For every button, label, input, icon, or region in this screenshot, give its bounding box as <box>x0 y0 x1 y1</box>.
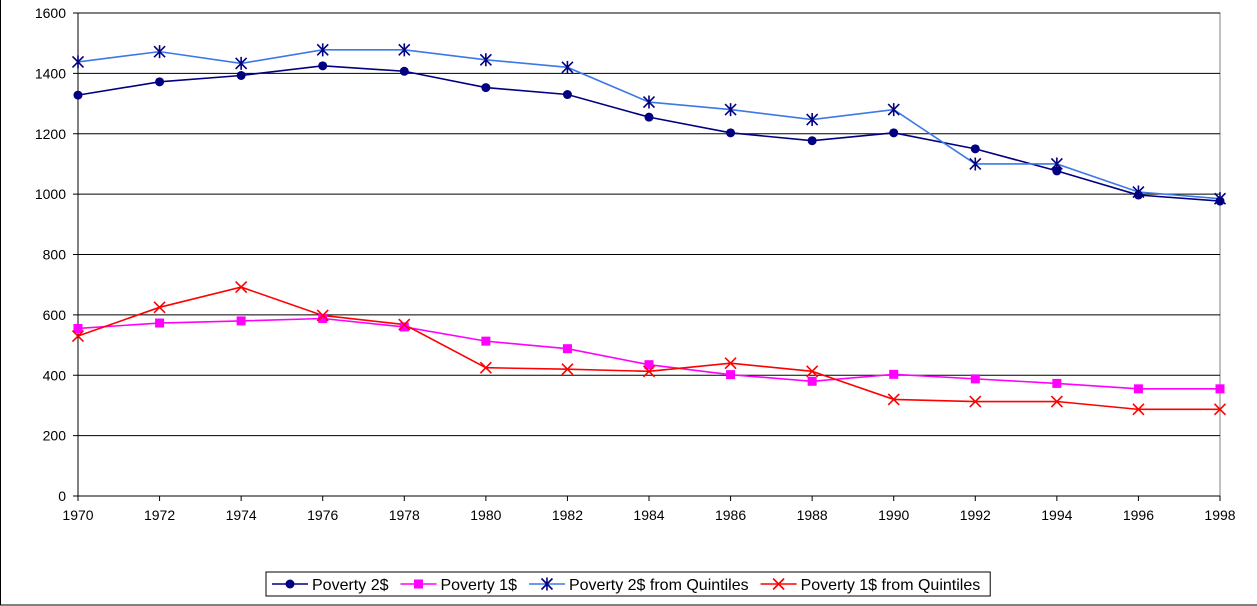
marker <box>642 365 656 378</box>
y-tick-label: 800 <box>43 247 67 263</box>
x-tick-label: 1984 <box>633 507 664 523</box>
x-tick-label: 1996 <box>1123 507 1154 523</box>
marker <box>413 579 423 589</box>
marker <box>642 95 656 109</box>
marker <box>71 55 85 69</box>
marker <box>235 56 248 70</box>
legend-label: Poverty 2$ <box>312 577 389 594</box>
marker <box>806 365 819 378</box>
marker <box>561 60 574 74</box>
marker <box>806 113 819 127</box>
x-tick-label: 1982 <box>552 507 583 523</box>
marker <box>889 128 899 138</box>
y-tick-label: 1600 <box>35 5 66 21</box>
x-tick-label: 1998 <box>1204 507 1235 523</box>
y-tick-label: 1400 <box>35 65 66 81</box>
x-tick-label: 1980 <box>470 507 501 523</box>
marker <box>1213 192 1227 206</box>
marker <box>155 77 165 87</box>
x-tick-label: 1986 <box>715 507 746 523</box>
marker <box>726 128 736 138</box>
marker <box>399 322 409 332</box>
x-tick-label: 1978 <box>389 507 420 523</box>
legend-box <box>265 571 991 597</box>
legend-item: Poverty 2$ from Quintiles <box>528 577 749 594</box>
marker <box>1052 378 1062 388</box>
marker <box>724 357 737 370</box>
legend: Poverty 2$ Poverty 1$ Poverty 2$ from Quin… <box>265 571 991 597</box>
marker <box>153 45 166 59</box>
marker <box>1050 395 1063 408</box>
marker <box>316 43 329 57</box>
marker <box>153 301 166 314</box>
marker <box>479 361 492 374</box>
marker <box>1050 157 1063 171</box>
marker <box>561 363 574 376</box>
marker <box>562 90 572 100</box>
marker <box>481 83 491 93</box>
legend-item: Poverty 2$ <box>272 577 389 594</box>
x-tick-label: 1974 <box>226 507 257 523</box>
marker <box>236 316 246 326</box>
marker <box>73 323 83 333</box>
marker <box>479 53 492 67</box>
marker <box>1133 384 1143 394</box>
marker <box>71 329 85 343</box>
marker <box>887 103 900 117</box>
marker <box>887 393 900 406</box>
marker <box>970 374 980 384</box>
y-tick-label: 1000 <box>35 186 66 202</box>
legend-item: Poverty 1$ <box>400 577 517 594</box>
marker <box>1132 185 1145 199</box>
marker <box>1132 403 1145 416</box>
marker <box>285 579 295 589</box>
marker <box>398 318 411 331</box>
marker <box>807 136 817 146</box>
marker <box>772 577 785 591</box>
marker <box>1052 166 1062 176</box>
marker <box>969 395 982 408</box>
marker <box>724 103 737 117</box>
legend-label: Poverty 1$ from Quintiles <box>801 577 981 594</box>
marker <box>399 66 409 76</box>
x-tick-label: 1970 <box>62 507 93 523</box>
x-tick-label: 1988 <box>797 507 828 523</box>
x-tick-label: 1972 <box>144 507 175 523</box>
marker <box>235 281 248 294</box>
marker <box>969 157 982 171</box>
marker <box>807 376 817 386</box>
marker <box>318 61 328 71</box>
y-tick-label: 0 <box>58 488 66 504</box>
legend-label: Poverty 2$ from Quintiles <box>569 577 749 594</box>
marker <box>1213 403 1227 416</box>
x-tick-label: 1976 <box>307 507 338 523</box>
marker <box>889 369 899 379</box>
y-tick-label: 200 <box>43 428 67 444</box>
legend-item: Poverty 1$ from Quintiles <box>760 577 981 594</box>
marker <box>1215 384 1225 394</box>
marker <box>644 112 654 122</box>
x-tick-label: 1990 <box>878 507 909 523</box>
marker <box>562 344 572 354</box>
marker <box>970 144 980 154</box>
legend-label: Poverty 1$ <box>440 577 517 594</box>
marker <box>398 43 411 57</box>
marker <box>155 318 165 328</box>
marker <box>644 360 654 370</box>
marker <box>726 370 736 380</box>
marker <box>236 70 246 80</box>
x-tick-label: 1994 <box>1041 507 1072 523</box>
y-tick-label: 400 <box>43 367 67 383</box>
marker <box>73 90 83 100</box>
marker <box>316 309 329 322</box>
y-tick-label: 600 <box>43 307 67 323</box>
marker <box>540 577 554 591</box>
marker <box>481 336 491 346</box>
y-tick-label: 1200 <box>35 126 66 142</box>
marker <box>318 313 328 323</box>
x-tick-label: 1992 <box>960 507 991 523</box>
